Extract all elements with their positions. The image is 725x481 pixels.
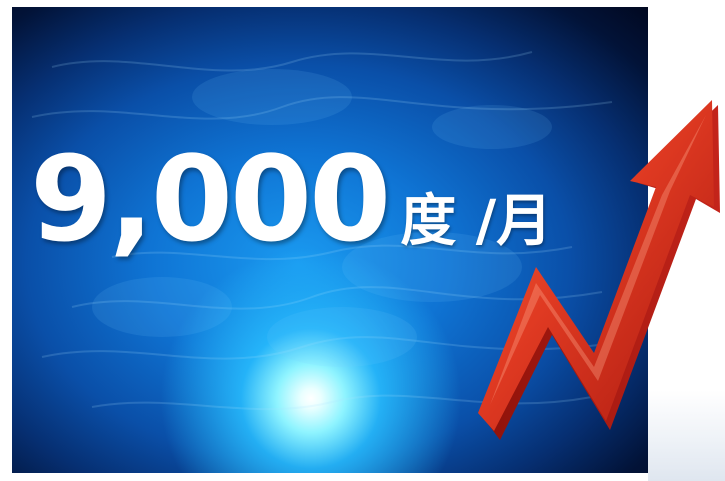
unit-label: 度 /月 [400, 189, 553, 254]
red-upward-trend-arrow-icon [478, 100, 720, 440]
electricity-value: 9,000 [30, 130, 391, 268]
headline: 9,000 度 /月 [30, 140, 552, 258]
water-ripples [31, 51, 623, 411]
reflection-fade [648, 390, 725, 481]
ocean-background-image [12, 7, 648, 473]
